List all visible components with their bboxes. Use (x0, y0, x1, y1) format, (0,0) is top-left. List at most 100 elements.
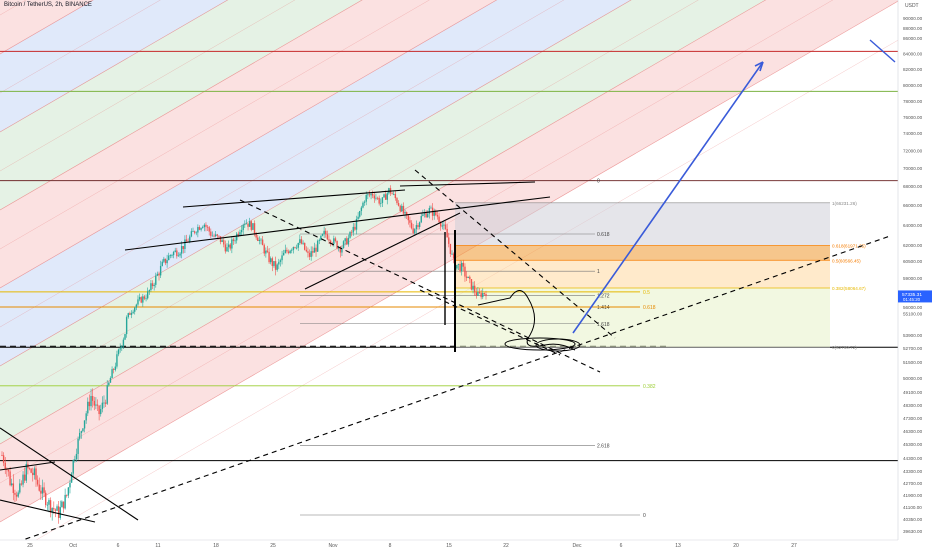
candle-body (70, 473, 73, 483)
candle-body (83, 420, 86, 429)
time-axis[interactable]: 25 Oct 6 11 18 25 Nov 8 15 22 Dec 6 13 20 27 (0, 539, 932, 550)
fib-box-label: 0.618(61971.65) (832, 243, 866, 248)
candle-body (72, 459, 74, 474)
candle-body (281, 255, 283, 261)
candle-body (169, 255, 172, 256)
candle-body (430, 207, 432, 209)
date-tick-label: Dec (573, 543, 582, 549)
candle-body (239, 232, 241, 236)
candle-body (148, 290, 151, 292)
price-tick-label: 43300.00 (903, 469, 923, 474)
candle-body (399, 205, 401, 212)
candle-body (380, 202, 382, 204)
candle-body (244, 223, 246, 225)
price-tick-label: 76000.00 (903, 115, 923, 120)
candle-body (329, 240, 332, 244)
fib-zone-grey (455, 202, 830, 246)
candle-body (344, 238, 346, 242)
date-tick-label: 15 (446, 543, 452, 549)
candle-body (378, 197, 380, 204)
candle-body (354, 226, 356, 230)
candle-body (384, 194, 387, 200)
date-tick-label: Nov (329, 543, 338, 549)
candle-body (176, 250, 178, 257)
candle-body (163, 258, 165, 262)
candle-body (342, 241, 345, 249)
channel-midline (0, 0, 161, 94)
candle-body (297, 243, 299, 248)
candle-body (278, 261, 280, 265)
price-tick-label: 74000.00 (903, 131, 923, 136)
candle-body (438, 216, 440, 223)
candle-body (459, 263, 461, 272)
candle-body (427, 213, 429, 218)
candle-body (59, 507, 61, 518)
candle-body (446, 228, 448, 238)
candle-body (350, 231, 353, 233)
candle-body (435, 210, 437, 216)
candle-body (1, 455, 3, 456)
candle-body (43, 487, 45, 493)
price-tick-label: 52700.00 (903, 346, 923, 351)
candle-body (423, 213, 426, 215)
candle-body (287, 251, 290, 254)
candle-body (218, 235, 220, 237)
price-tick-label: 72000.00 (903, 148, 923, 153)
candle-body (130, 312, 133, 315)
candle-body (14, 493, 16, 495)
candle-body (46, 504, 49, 506)
candle-body (61, 501, 63, 508)
candle-body (271, 258, 274, 266)
price-tick-label: 41100.00 (903, 505, 922, 510)
candle-body (100, 409, 102, 415)
date-tick-label: 6 (117, 543, 120, 549)
candle-body (78, 432, 81, 439)
channel-line (0, 0, 899, 523)
channel-line (0, 0, 632, 367)
candle-body (214, 234, 217, 237)
candle-body (457, 263, 460, 265)
candle-body (216, 234, 218, 236)
candle-body (418, 222, 421, 227)
candle-body (143, 296, 146, 299)
candle-body (323, 230, 325, 235)
price-axis[interactable]: 90000.00 88000.00 86000.00 84000.00 82000.00… (897, 0, 932, 540)
candle-body (355, 218, 358, 230)
candle-body (478, 292, 481, 293)
candle-body (213, 235, 215, 237)
candle-body (53, 508, 55, 510)
candle-body (96, 404, 99, 406)
fib-extension-label: 1.272 (597, 294, 610, 300)
candle-body (464, 266, 466, 277)
candle-body (74, 459, 76, 460)
candle-body (240, 229, 243, 233)
fib-extension-label: 0 (597, 179, 600, 185)
fib-level-label: 0.5 (643, 290, 650, 296)
candle-body (75, 453, 78, 460)
candle-body (439, 222, 442, 227)
candle-body (305, 249, 308, 252)
candle-body (248, 221, 251, 227)
fib-extension-label: 1.618 (597, 322, 610, 328)
candle-body (452, 253, 455, 259)
candle-body (104, 402, 107, 404)
candle-body (362, 202, 364, 208)
candle-body (19, 483, 21, 493)
candle-body (422, 214, 424, 216)
price-tick-label: 68000.00 (903, 184, 923, 189)
price-tick-label: 82000.00 (903, 67, 923, 72)
chart-title: Bitcoin / TetherUS, 2h, BINANCE (4, 2, 92, 8)
date-tick-label: 18 (213, 543, 219, 549)
candle-body (190, 231, 193, 237)
candle-body (286, 249, 288, 252)
candle-body (93, 400, 95, 406)
fib-box-label: 0(52769.72) (832, 345, 857, 350)
bar-countdown: 01:45:20 (903, 297, 921, 302)
candle-body (263, 245, 265, 254)
candle-body (326, 234, 329, 240)
date-tick-label: 25 (27, 543, 33, 549)
candle-body (172, 252, 175, 256)
candle-body (414, 229, 416, 234)
candle-body (112, 369, 115, 370)
